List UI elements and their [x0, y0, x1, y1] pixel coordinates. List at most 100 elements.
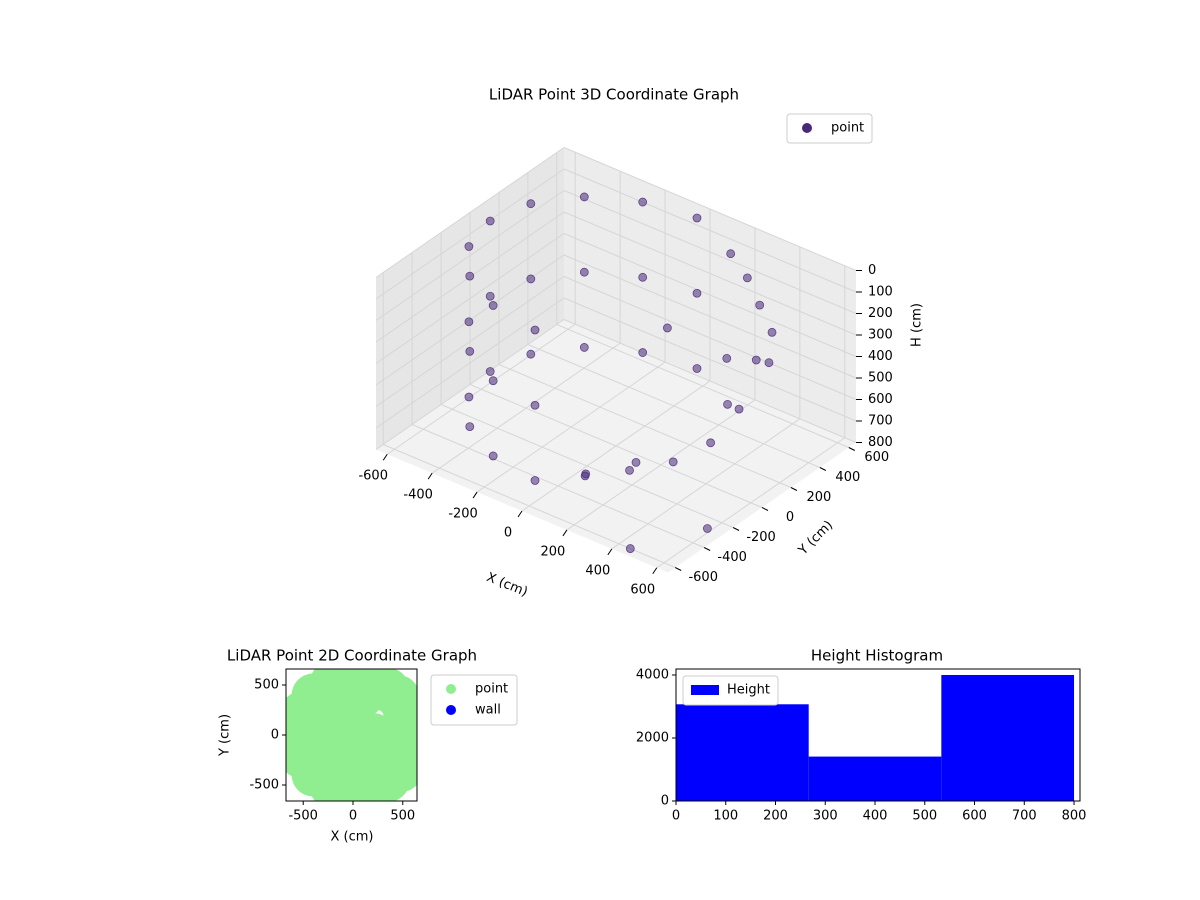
point — [530, 325, 540, 335]
x-tick-label: -200 — [448, 507, 478, 522]
grid-line — [375, 168, 565, 300]
y-tick — [848, 447, 855, 451]
z-tick-label: 100 — [868, 285, 893, 300]
z-tick-label: 600 — [868, 392, 893, 407]
point — [465, 346, 475, 356]
y-axis-label: Y (cm) — [218, 714, 233, 757]
chart-title: LiDAR Point 2D Coordinate Graph — [227, 647, 477, 665]
x-tick-label: 500 — [390, 809, 415, 824]
x-tick — [472, 491, 478, 499]
point — [726, 249, 736, 259]
point — [764, 358, 774, 368]
y-tick-label: 4000 — [636, 667, 669, 682]
plot-frame — [675, 668, 1081, 802]
y-tick — [790, 487, 798, 491]
y-tick-label: -400 — [717, 550, 747, 565]
x-tick — [652, 567, 658, 575]
chart-2d: -500 0 500 -500 0 500 LiDAR Point 2D Coordinat… — [218, 647, 518, 845]
grid-line — [375, 319, 565, 450]
point — [465, 271, 475, 281]
point — [734, 404, 744, 414]
z-tick-label: 700 — [868, 414, 893, 429]
x-tick-label: 500 — [912, 809, 937, 824]
y-tick-label: 600 — [864, 450, 889, 465]
y-tick-label: 2000 — [636, 730, 669, 745]
legend-label: Height — [727, 683, 770, 698]
x-tick-label: -600 — [358, 469, 388, 484]
legend-box — [682, 675, 779, 706]
points — [286, 669, 417, 801]
point — [530, 476, 540, 485]
chart-histogram: 0 100 200 300 400 500 600 700 800 0 2000 4000 Height… — [636, 647, 1087, 824]
grid-line — [375, 233, 565, 364]
x-tick — [382, 453, 388, 461]
x-tick-label: 300 — [813, 809, 838, 824]
x-tick-label: -400 — [403, 488, 433, 503]
point — [526, 199, 536, 209]
y-tick-label: 0 — [271, 728, 279, 743]
x-tick-label: 200 — [763, 809, 788, 824]
point — [692, 288, 702, 298]
point — [485, 367, 495, 376]
x-tick-label: 400 — [863, 809, 888, 824]
point — [702, 524, 712, 533]
x-tick-label: 700 — [1012, 809, 1037, 824]
grid-line — [527, 344, 821, 468]
x-tick-label: -500 — [288, 809, 318, 824]
x-tick-label: 800 — [1062, 809, 1087, 824]
point — [638, 348, 648, 357]
grid-line — [563, 211, 857, 336]
legend-marker — [446, 705, 456, 715]
legend-marker — [446, 684, 456, 694]
x-tick — [562, 529, 568, 537]
point — [579, 343, 589, 352]
point — [579, 267, 589, 277]
y-tick-label: 500 — [254, 678, 279, 693]
point — [488, 451, 498, 461]
grid-line — [411, 424, 705, 548]
bar — [676, 704, 809, 801]
point — [465, 422, 475, 432]
grid-line — [563, 297, 857, 422]
point — [464, 242, 474, 251]
y-tick-label: 0 — [661, 794, 669, 809]
bar — [941, 674, 1075, 801]
point — [638, 272, 648, 282]
y-tick-label: -200 — [746, 530, 776, 545]
point — [488, 376, 498, 386]
point — [631, 458, 641, 467]
point — [706, 438, 716, 448]
legend-label: point — [475, 682, 508, 697]
bar — [808, 756, 942, 801]
grid-line — [498, 364, 792, 488]
point — [668, 457, 678, 467]
point — [485, 216, 495, 226]
x-axis-label: X (cm) — [331, 830, 374, 845]
x-tick-label: 0 — [349, 809, 357, 824]
x-tick-label: 600 — [630, 582, 655, 597]
z-tick-label: 0 — [868, 263, 876, 278]
y-tick — [732, 527, 740, 531]
x-tick — [427, 472, 433, 480]
point — [526, 274, 536, 284]
y-tick-label: 200 — [807, 490, 832, 505]
grid-line — [563, 168, 857, 293]
x-tick-label: 400 — [585, 563, 610, 578]
point — [751, 355, 761, 365]
legend-box — [786, 113, 873, 144]
grid-line — [375, 147, 565, 278]
grid-line — [375, 190, 565, 321]
z-tick-label: 300 — [868, 328, 893, 343]
y-tick — [675, 567, 682, 571]
grid-line — [563, 254, 857, 379]
x-axis-label: X (cm) — [484, 570, 529, 600]
point — [723, 399, 732, 409]
point — [580, 471, 590, 481]
y-tick-label: -500 — [249, 778, 279, 793]
point — [755, 300, 765, 310]
grid-line — [563, 319, 857, 443]
point — [526, 349, 536, 359]
legend-label: wall — [475, 703, 501, 718]
point — [692, 213, 702, 223]
point — [464, 392, 474, 402]
